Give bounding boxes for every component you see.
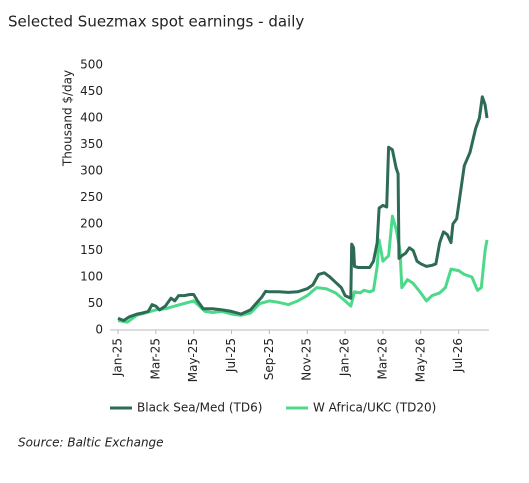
- y-tick-label: 300: [80, 164, 103, 178]
- x-tick-label: Mar-25: [148, 338, 162, 379]
- x-tick-label: Jul-25: [224, 338, 238, 373]
- legend-label: W Africa/UKC (TD20): [313, 401, 436, 415]
- y-tick-label: 250: [80, 190, 103, 204]
- x-tick-label: May-25: [186, 338, 200, 382]
- y-tick-label: 400: [80, 111, 103, 125]
- x-tick-label: Jan-26: [338, 338, 352, 377]
- source-note: Source: Baltic Exchange: [18, 436, 164, 450]
- x-tick-label: Nov-25: [300, 338, 314, 381]
- legend-label: Black Sea/Med (TD6): [137, 401, 262, 415]
- y-tick-label: 200: [80, 217, 103, 231]
- series-line: [117, 95, 489, 322]
- y-tick-label: 450: [80, 84, 103, 98]
- y-tick-label: 50: [88, 296, 103, 310]
- x-tick-label: Sep-25: [262, 338, 276, 380]
- chart-title: Selected Suezmax spot earnings - daily: [8, 13, 304, 31]
- y-axis-label: Thousand $/day: [61, 70, 75, 167]
- x-tick-label: May-26: [413, 338, 427, 382]
- y-tick-label: 350: [80, 137, 103, 151]
- y-tick-label: 0: [95, 323, 103, 337]
- y-tick-label: 100: [80, 270, 103, 284]
- series-line: [117, 214, 489, 324]
- y-tick-label: 150: [80, 243, 103, 257]
- x-tick-label: Jul-26: [451, 338, 465, 373]
- x-tick-label: Mar-26: [375, 338, 389, 379]
- y-tick-label: 500: [80, 58, 103, 72]
- x-tick-label: Jan-25: [111, 338, 125, 377]
